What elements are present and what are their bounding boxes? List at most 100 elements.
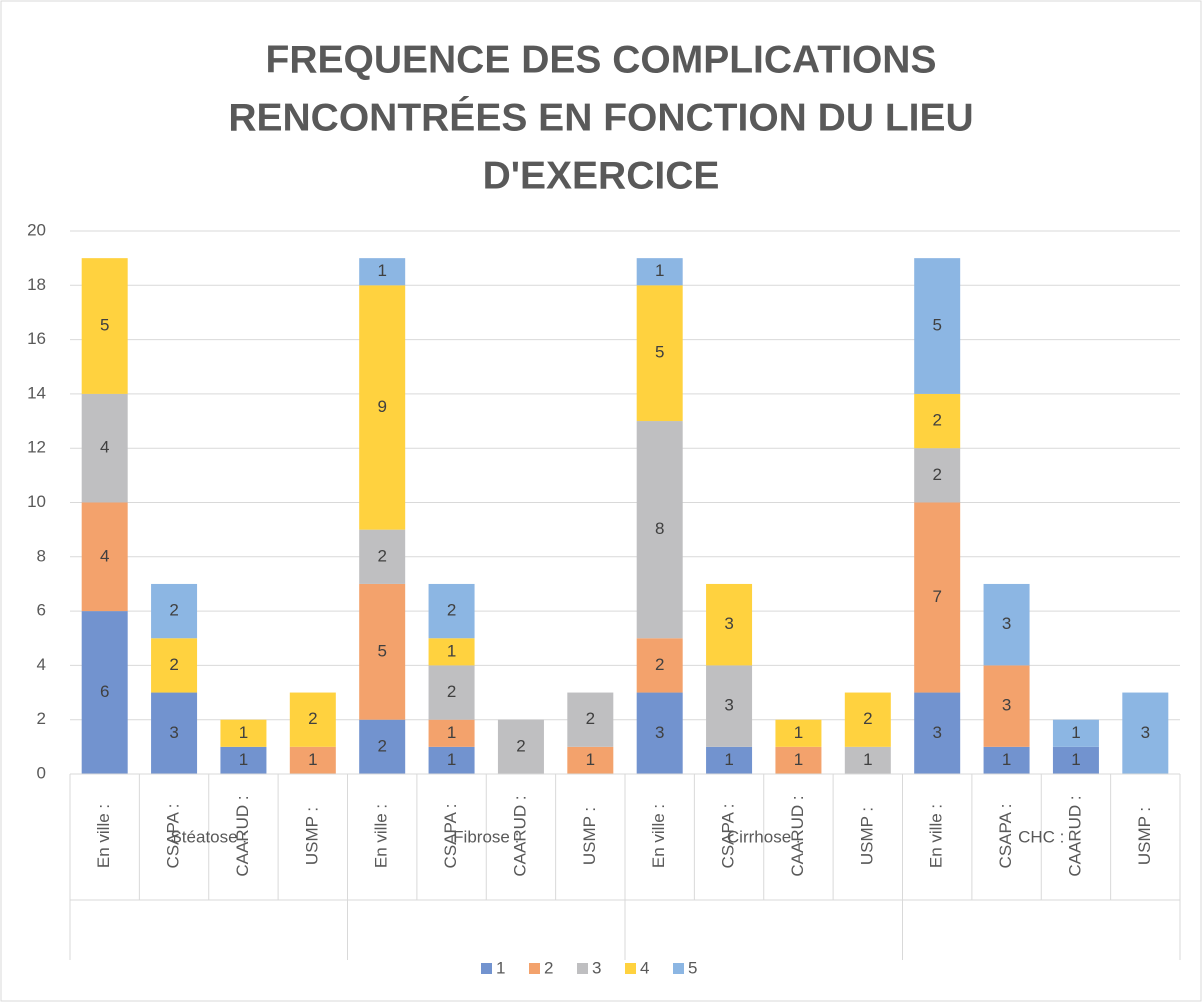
group-label: Cirrhose :: [727, 827, 801, 846]
bar-segment: [428, 719, 475, 747]
bar-segment: [289, 746, 336, 774]
bar-segment: [428, 638, 475, 666]
data-label: 4: [100, 438, 109, 457]
y-tick-label: 20: [27, 220, 46, 239]
legend-label: 2: [544, 958, 553, 977]
bar-segment: [1122, 692, 1169, 774]
bar-segment: [914, 258, 961, 394]
y-tick-label: 2: [37, 709, 46, 728]
data-label: 1: [655, 261, 664, 280]
x-tick-label: En ville :: [927, 804, 946, 868]
data-label: 1: [239, 750, 248, 769]
data-label: 2: [308, 709, 317, 728]
bar-segment: [428, 746, 475, 774]
bar-segment: [81, 393, 128, 503]
y-tick-label: 12: [27, 438, 46, 457]
data-label: 3: [169, 723, 178, 742]
data-label: 1: [239, 723, 248, 742]
x-tick-label: CSAPA :: [719, 804, 738, 869]
data-label: 2: [447, 682, 456, 701]
legend-swatch: [577, 963, 588, 974]
bar-segment: [775, 719, 822, 747]
data-label: 5: [100, 316, 109, 335]
group-label: Fibrose :: [453, 827, 519, 846]
bar-segment: [428, 665, 475, 720]
data-label: 3: [724, 614, 733, 633]
data-label: 2: [447, 601, 456, 620]
bar-segment: [983, 665, 1030, 747]
data-label: 2: [377, 736, 386, 755]
data-label: 2: [932, 411, 941, 430]
x-tick-label: En ville :: [94, 804, 113, 868]
y-tick-label: 16: [27, 329, 46, 348]
data-label: 2: [169, 655, 178, 674]
bar-segment: [914, 692, 961, 774]
data-label: 3: [724, 696, 733, 715]
data-label: 1: [724, 750, 733, 769]
bar-segment: [359, 529, 406, 584]
bar-segment: [914, 448, 961, 503]
data-label: 1: [586, 750, 595, 769]
bar-segment: [914, 502, 961, 693]
bar-segment: [636, 258, 683, 286]
data-label: 2: [516, 736, 525, 755]
x-tick-label: CSAPA :: [441, 804, 460, 869]
data-label: 6: [100, 682, 109, 701]
y-tick-label: 18: [27, 275, 46, 294]
data-label: 1: [863, 750, 872, 769]
bar-segment: [151, 583, 198, 639]
x-tick-label: USMP :: [857, 807, 876, 865]
data-label: 1: [1002, 750, 1011, 769]
bar-segment: [359, 583, 406, 720]
bar-segment: [636, 692, 683, 774]
legend-swatch: [529, 963, 540, 974]
x-tick-label: CAARUD :: [1065, 795, 1084, 876]
data-label: 2: [169, 601, 178, 620]
data-label: 3: [932, 723, 941, 742]
data-label: 3: [1141, 723, 1150, 742]
x-tick-label: CAARUD :: [788, 795, 807, 876]
data-label: 4: [100, 546, 109, 565]
bar-segment: [844, 746, 891, 774]
bar-segment: [636, 638, 683, 693]
bar-segment: [81, 258, 128, 394]
data-label: 2: [586, 709, 595, 728]
bar-segment: [706, 665, 753, 747]
data-label: 1: [1071, 723, 1080, 742]
bar-segment: [775, 746, 822, 774]
legend-label: 1: [496, 958, 505, 977]
data-label: 9: [377, 397, 386, 416]
bar-segment: [636, 285, 683, 422]
x-tick-label: CSAPA :: [164, 804, 183, 869]
bar-segment: [151, 692, 198, 774]
bar-segment: [983, 583, 1030, 666]
data-label: 5: [377, 641, 386, 660]
data-label: 8: [655, 519, 664, 538]
data-label: 1: [308, 750, 317, 769]
x-tick-label: USMP :: [302, 807, 321, 865]
y-tick-label: 14: [27, 383, 46, 402]
y-tick-label: 4: [37, 655, 46, 674]
y-tick-label: 8: [37, 546, 46, 565]
bar-segment: [1052, 719, 1099, 747]
bar-segment: [914, 393, 961, 449]
data-label: 1: [794, 723, 803, 742]
group-label: Stéatose :: [170, 827, 247, 846]
bar-segment: [636, 421, 683, 639]
data-label: 3: [1002, 614, 1011, 633]
legend-swatch: [481, 963, 492, 974]
bar-segment: [151, 638, 198, 693]
data-label: 2: [377, 546, 386, 565]
bar-segment: [1052, 746, 1099, 774]
bar-segment: [359, 258, 406, 286]
x-tick-label: En ville :: [649, 804, 668, 868]
bar-segment: [220, 719, 267, 747]
x-tick-label: CAARUD :: [233, 795, 252, 876]
bar-segment: [359, 719, 406, 774]
chart-title: RENCONTRÉES EN FONCTION DU LIEU: [228, 95, 973, 139]
legend-label: 4: [640, 958, 649, 977]
bar-segment: [567, 746, 614, 774]
chart-title: D'EXERCICE: [483, 154, 720, 197]
y-tick-label: 0: [37, 763, 46, 782]
